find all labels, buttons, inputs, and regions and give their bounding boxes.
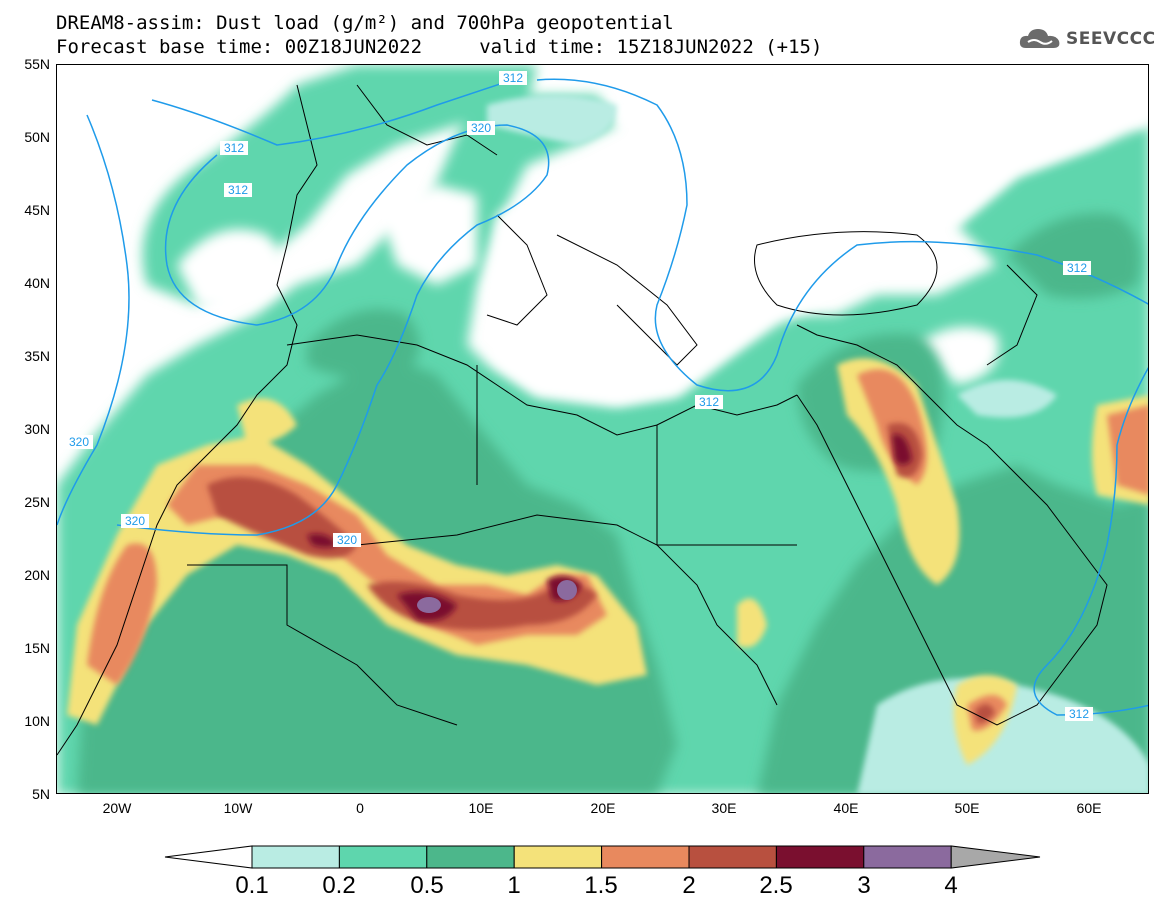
lat-tick-label: 40N [24, 275, 50, 291]
map-title: DREAM8-assim: Dust load (g/m²) and 700hP… [56, 12, 674, 34]
lat-tick-label: 20N [24, 567, 50, 583]
cloud-icon [1019, 29, 1060, 48]
colorbar-segment [338, 845, 428, 869]
colorbar-segment [863, 845, 952, 869]
contour-label-text: 312 [228, 183, 248, 197]
lon-tick-label: 20W [102, 800, 132, 816]
colorbar-lower-extension [164, 845, 253, 869]
lon-tick-label: 60E [1076, 800, 1102, 816]
lat-tick-label: 10N [24, 713, 50, 729]
lon-tick-label: 0 [356, 800, 364, 816]
logo-label: SEEVCCC [1066, 29, 1156, 49]
map-canvas: 312 312 320 312 312 312 320 320 320 312 [57, 65, 1148, 793]
contour-label-text: 312 [224, 141, 244, 155]
contour-label-text: 320 [125, 514, 145, 528]
colorbar-label: 4 [944, 872, 958, 899]
colorbar-label: 2.5 [759, 872, 793, 899]
colorbar-segment [601, 845, 690, 869]
lon-tick-label: 50E [954, 800, 980, 816]
colorbar-label: 1.5 [584, 872, 618, 899]
lon-tick-label: 10E [468, 800, 494, 816]
lat-tick-label: 5N [32, 786, 50, 802]
lon-tick-label: 10W [223, 800, 253, 816]
lat-tick-label: 15N [24, 640, 50, 656]
lat-tick-label: 35N [24, 348, 50, 364]
contour-label: 320 [121, 514, 149, 528]
coastlines [57, 84, 1108, 756]
lat-tick-label: 50N [24, 129, 50, 145]
colorbar-segment [688, 845, 777, 869]
contour-label-text: 320 [471, 121, 491, 135]
colorbar-label: 0.2 [322, 872, 356, 899]
lon-tick-label: 20E [590, 800, 616, 816]
contour-label: 312 [224, 183, 252, 197]
dust-level-3 [417, 580, 577, 613]
colorbar-label: 2 [682, 872, 696, 899]
contour-label: 312 [695, 395, 723, 409]
contour-label-text: 320 [337, 533, 357, 547]
colorbar-label: 0.5 [410, 872, 444, 899]
contour-label: 312 [499, 71, 527, 85]
geopotential-contours [57, 74, 1148, 716]
lon-tick-label: 30E [711, 800, 737, 816]
map-subtitle: Forecast base time: 00Z18JUN2022 valid t… [56, 36, 823, 58]
dust-map: 312 312 320 312 312 312 320 320 320 312 [56, 64, 1149, 794]
contour-labels: 312 312 320 312 312 312 320 320 320 312 [65, 71, 1093, 721]
colorbar-upper-extension [950, 845, 1041, 869]
colorbar-label: 3 [857, 872, 871, 899]
clear-regions [177, 65, 1148, 405]
contour-label-text: 312 [1069, 707, 1089, 721]
contour-label: 320 [65, 435, 93, 449]
lat-tick-label: 55N [24, 56, 50, 72]
colorbar-segment [513, 845, 603, 869]
colorbar-label: 1 [507, 872, 521, 899]
contour-label-text: 320 [69, 435, 89, 449]
colorbar-segment [251, 845, 340, 869]
contour-label: 320 [333, 533, 361, 547]
colorbar-segment [426, 845, 515, 869]
contour-label: 320 [467, 121, 495, 135]
lat-tick-label: 30N [24, 421, 50, 437]
colorbar-label: 0.1 [235, 872, 269, 899]
seevccc-logo: SEEVCCC [1018, 26, 1156, 52]
contour-label-text: 312 [699, 395, 719, 409]
colorbar-segment [775, 845, 865, 869]
lat-tick-label: 25N [24, 494, 50, 510]
lon-tick-label: 40E [833, 800, 859, 816]
contour-label-text: 312 [1067, 261, 1087, 275]
contour-label: 312 [1063, 261, 1091, 275]
contour-label: 312 [220, 141, 248, 155]
lat-tick-label: 45N [24, 202, 50, 218]
contour-label: 312 [1065, 707, 1093, 721]
contour-label-text: 312 [503, 71, 523, 85]
